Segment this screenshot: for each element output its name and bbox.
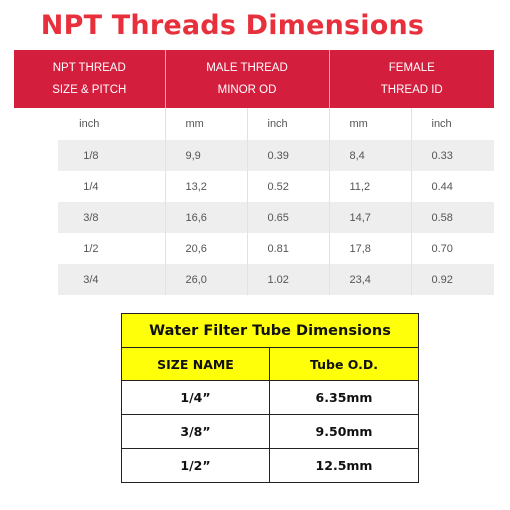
female-mm-cell: 11,2 [329, 171, 412, 202]
table-row: 3/8” 9.50mm [121, 414, 419, 449]
male-inch-cell: 0.52 [247, 171, 330, 202]
unit-cell: inch [247, 108, 330, 140]
table-row: 1/4” 6.35mm [121, 380, 419, 415]
npt-header-row: NPT THREAD SIZE & PITCH MALE THREAD MINO… [14, 50, 495, 108]
female-mm-cell: 17,8 [329, 233, 412, 264]
female-mm-cell: 23,4 [329, 264, 412, 295]
table-row: 1/4 13,2 0.52 11,2 0.44 [14, 171, 495, 202]
wf-title-row: Water Filter Tube Dimensions [121, 313, 419, 348]
table-row: 3/8 16,6 0.65 14,7 0.58 [14, 202, 495, 233]
male-inch-cell: 0.81 [247, 233, 330, 264]
unit-cell: mm [329, 108, 412, 140]
male-mm-cell: 9,9 [165, 140, 248, 171]
wf-title: Water Filter Tube Dimensions [121, 313, 419, 348]
unit-cell: inch [411, 108, 495, 140]
female-inch-cell: 0.33 [411, 140, 495, 171]
header-female-thread: FEMALE THREAD ID [329, 50, 495, 108]
header-npt-size: NPT THREAD SIZE & PITCH [14, 50, 166, 108]
water-filter-table: Water Filter Tube Dimensions SIZE NAME T… [121, 313, 419, 483]
male-inch-cell: 1.02 [247, 264, 330, 295]
header-line: MINOR OD [217, 84, 277, 96]
table-row: 1/8 9,9 0.39 8,4 0.33 [14, 140, 495, 171]
female-inch-cell: 0.58 [411, 202, 495, 233]
table-row: 1/2 20,6 0.81 17,8 0.70 [14, 233, 495, 264]
male-mm-cell: 20,6 [165, 233, 248, 264]
tube-od-cell: 12.5mm [269, 448, 419, 483]
npt-dimensions-table: NPT THREAD SIZE & PITCH MALE THREAD MINO… [14, 50, 495, 295]
female-mm-cell: 14,7 [329, 202, 412, 233]
unit-cell: mm [165, 108, 248, 140]
table-row: 3/4 26,0 1.02 23,4 0.92 [14, 264, 495, 295]
header-line: THREAD ID [380, 84, 443, 96]
female-inch-cell: 0.92 [411, 264, 495, 295]
female-inch-cell: 0.44 [411, 171, 495, 202]
header-size-name: SIZE NAME [121, 347, 270, 381]
header-male-thread: MALE THREAD MINOR OD [165, 50, 330, 108]
table-row: 1/2” 12.5mm [121, 448, 419, 483]
female-mm-cell: 8,4 [329, 140, 412, 171]
header-tube-od: Tube O.D. [269, 347, 419, 381]
male-mm-cell: 26,0 [165, 264, 248, 295]
unit-cell: inch [14, 108, 166, 140]
page-title: NPT Threads Dimensions [40, 10, 425, 41]
female-inch-cell: 0.70 [411, 233, 495, 264]
male-mm-cell: 16,6 [165, 202, 248, 233]
size-name-cell: 3/8” [121, 414, 270, 449]
male-inch-cell: 0.39 [247, 140, 330, 171]
header-line: FEMALE [388, 62, 435, 74]
wf-header-row: SIZE NAME Tube O.D. [121, 347, 419, 381]
male-mm-cell: 13,2 [165, 171, 248, 202]
header-line: MALE THREAD [206, 62, 288, 74]
header-line: SIZE & PITCH [52, 84, 127, 96]
size-name-cell: 1/4” [121, 380, 270, 415]
tube-od-cell: 9.50mm [269, 414, 419, 449]
tube-od-cell: 6.35mm [269, 380, 419, 415]
units-row: inch mm inch mm inch [14, 108, 495, 140]
male-inch-cell: 0.65 [247, 202, 330, 233]
header-line: NPT THREAD [52, 62, 126, 74]
size-name-cell: 1/2” [121, 448, 270, 483]
blank-mask [14, 140, 58, 298]
